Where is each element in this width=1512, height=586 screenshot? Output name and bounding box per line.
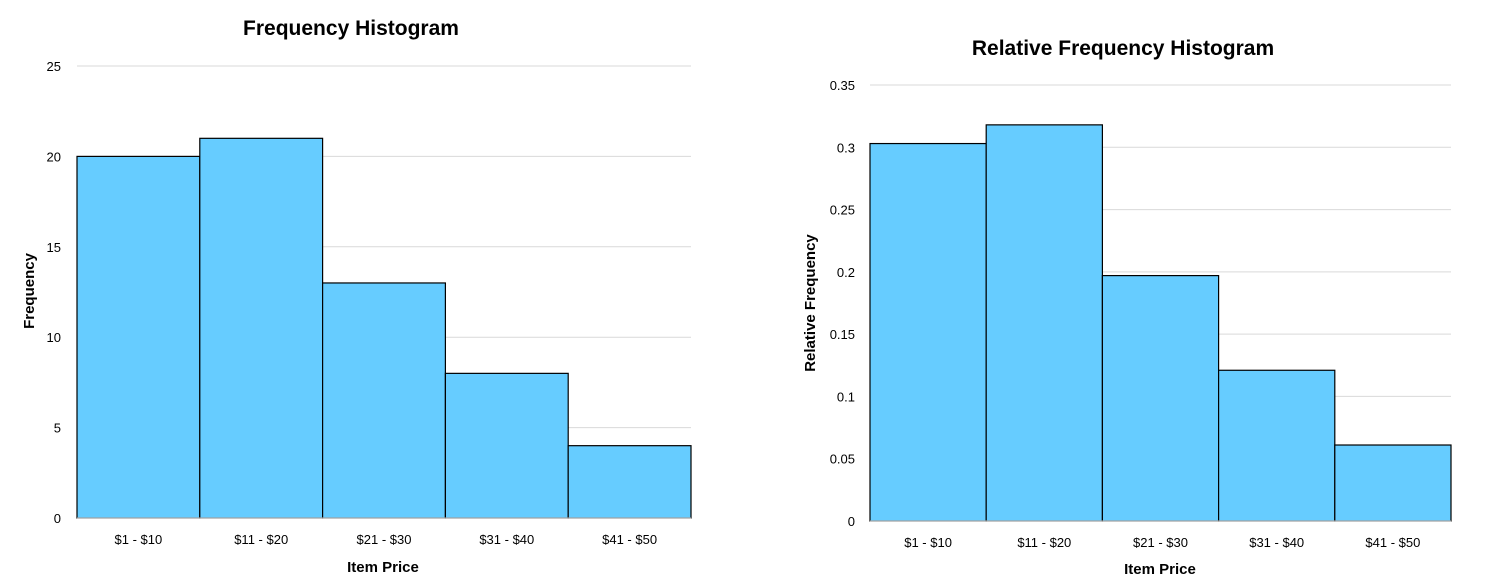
x-tick-label: $1 - $10: [904, 535, 952, 550]
y-tick-label: 0: [54, 511, 61, 526]
x-tick-labels: $1 - $10 $11 - $20 $21 - $30 $31 - $40 $41 -…: [115, 532, 658, 547]
x-tick-label: $1 - $10: [115, 532, 163, 547]
y-axis-label: Relative Frequency: [802, 234, 819, 372]
x-axis-label: Item Price: [1124, 561, 1196, 578]
y-axis-label: Frequency: [21, 252, 38, 329]
y-tick-label: 0.3: [837, 140, 855, 155]
y-tick-label: 0.35: [830, 78, 855, 93]
x-tick-label: $31 - $40: [479, 532, 534, 547]
y-tick-labels: 0 5 10 15 20 25: [47, 59, 61, 526]
y-tick-label: 25: [47, 59, 61, 74]
x-tick-label: $11 - $20: [234, 532, 288, 547]
y-tick-label: 0.15: [830, 327, 855, 342]
y-tick-label: 0.2: [837, 265, 855, 280]
y-tick-label: 10: [47, 330, 61, 345]
x-tick-labels: $1 - $10 $11 - $20 $21 - $30 $31 - $40 $41 -…: [904, 535, 1420, 550]
y-tick-label: 5: [54, 421, 61, 436]
bar: [985, 124, 1104, 522]
bar: [444, 372, 569, 519]
x-tick-label: $21 - $30: [357, 532, 412, 547]
x-tick-label: $41 - $50: [1365, 535, 1420, 550]
bar: [1101, 274, 1220, 522]
x-tick-label: $31 - $40: [1249, 535, 1304, 550]
y-tick-label: 0.05: [830, 452, 855, 467]
bar: [199, 137, 324, 519]
bar: [1334, 444, 1452, 522]
bar: [567, 445, 692, 519]
x-axis-label: Item Price: [347, 559, 419, 576]
y-tick-label: 15: [47, 240, 61, 255]
chart-title: Frequency Histogram: [243, 17, 459, 40]
bars: [76, 137, 692, 519]
x-tick-label: $11 - $20: [1017, 535, 1071, 550]
chart-title: Relative Frequency Histogram: [972, 37, 1274, 60]
x-tick-label: $41 - $50: [602, 532, 657, 547]
y-tick-label: 0: [848, 514, 855, 529]
y-tick-label: 0.1: [837, 389, 855, 404]
y-tick-labels: 0 0.05 0.1 0.15 0.2 0.25 0.3 0.35: [830, 78, 855, 529]
bars: [869, 124, 1452, 522]
bar: [76, 155, 201, 519]
y-tick-label: 0.25: [830, 203, 855, 218]
x-tick-label: $21 - $30: [1133, 535, 1188, 550]
bar: [869, 142, 987, 522]
y-tick-label: 20: [47, 149, 61, 164]
bar: [1217, 369, 1336, 522]
